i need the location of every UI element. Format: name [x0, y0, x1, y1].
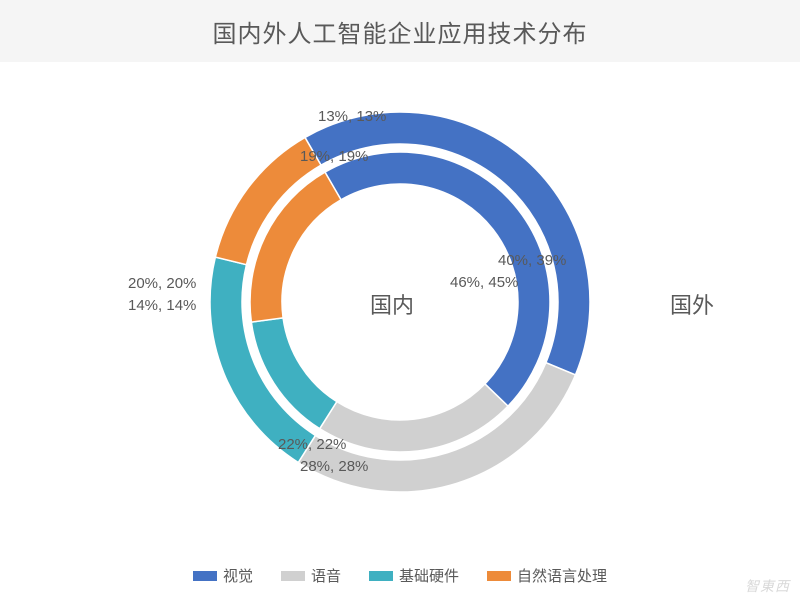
data-label: 19%, 19% [300, 148, 368, 165]
watermark: 智東西 [745, 576, 790, 596]
inner-ring-label: 国内 [370, 288, 414, 320]
data-label: 13%, 13% [318, 108, 386, 125]
legend-swatch [369, 571, 393, 581]
data-label: 20%, 20% [128, 275, 196, 292]
legend: 视觉 语音 基础硬件 自然语言处理 [0, 565, 800, 586]
data-label: 22%, 22% [278, 436, 346, 453]
legend-label: 自然语言处理 [517, 565, 607, 586]
legend-item: 基础硬件 [369, 565, 459, 586]
legend-swatch [193, 571, 217, 581]
title-bar: 国内外人工智能企业应用技术分布 [0, 0, 800, 62]
data-label: 40%, 39% [498, 252, 566, 269]
legend-item: 语音 [281, 565, 341, 586]
legend-item: 视觉 [193, 565, 253, 586]
legend-label: 语音 [311, 565, 341, 586]
data-label: 28%, 28% [300, 458, 368, 475]
outer-ring-label: 国外 [670, 288, 714, 320]
legend-item: 自然语言处理 [487, 565, 607, 586]
legend-swatch [281, 571, 305, 581]
data-label: 46%, 45% [450, 274, 518, 291]
chart-title: 国内外人工智能企业应用技术分布 [213, 14, 588, 49]
legend-label: 基础硬件 [399, 565, 459, 586]
legend-swatch [487, 571, 511, 581]
legend-label: 视觉 [223, 565, 253, 586]
chart-area: 国内 国外 40%, 39% 46%, 45% 28%, 28% 22%, 22% 20… [0, 62, 800, 542]
data-label: 14%, 14% [128, 297, 196, 314]
